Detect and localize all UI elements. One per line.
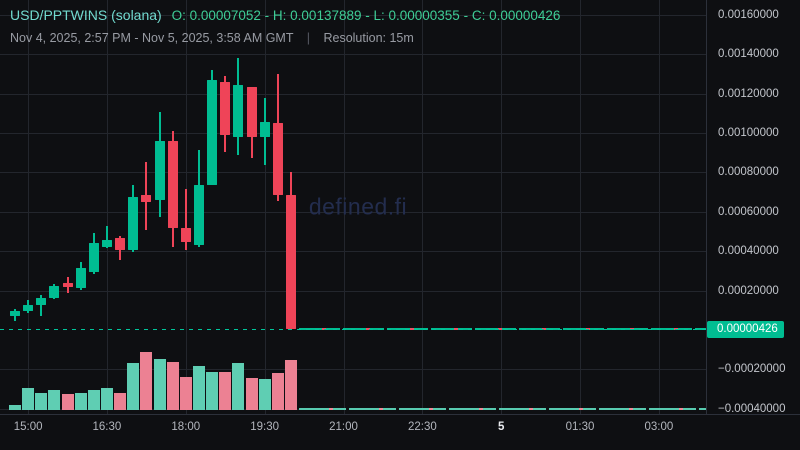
chart-legend: USD/PPTWINS (solana) O: 0.00007052 - H: … (10, 7, 560, 45)
gridline-vertical (106, 0, 108, 414)
candle-body (233, 85, 244, 137)
candle-wick (184, 189, 187, 250)
gridline-vertical (580, 0, 581, 414)
candle-body (62, 283, 73, 287)
price-axis-label: 0.00020000 (718, 284, 779, 297)
gridline-horizontal (0, 14, 706, 16)
candle-body (246, 87, 257, 137)
volume-bar (74, 393, 87, 410)
volume-bar (271, 373, 284, 410)
volume-bar (101, 388, 113, 410)
price-axis-label: 0.00060000 (718, 205, 779, 218)
candle-body (10, 311, 20, 317)
candle-body (285, 195, 296, 330)
gridline-vertical (658, 0, 660, 414)
ohlc-summary: O: 0.00007052 - H: 0.00137889 - L: 0.000… (171, 8, 561, 23)
time-axis-label: 18:00 (171, 421, 201, 433)
price-axis-label: 0.00080000 (718, 166, 779, 179)
price-axis[interactable]: 0.00000426 0.00160000 0.00140000 0.0012000… (706, 0, 800, 415)
separator: | (306, 31, 310, 45)
price-axis-label: 0.00100000 (718, 127, 779, 139)
time-axis-label: 19:30 (250, 421, 279, 433)
volume-bar (153, 359, 166, 410)
candle-body (88, 243, 99, 272)
gridline-horizontal (0, 211, 706, 213)
gridline-horizontal (0, 251, 706, 253)
gridline-vertical (422, 0, 424, 414)
date-range: Nov 4, 2025, 2:57 PM - Nov 5, 2025, 3:58… (10, 31, 294, 45)
symbol-title: USD/PPTWINS (solana) (10, 7, 162, 23)
gridline-horizontal (0, 133, 706, 134)
flat-volume-tail (299, 408, 706, 410)
resolution-label: Resolution: 15m (323, 31, 414, 45)
gridline-vertical (343, 0, 345, 414)
gridline-vertical (501, 0, 503, 414)
time-axis-label: 21:00 (329, 421, 358, 433)
candle-body (220, 82, 231, 135)
time-axis-label: 16:30 (92, 421, 122, 433)
gridline-horizontal (0, 54, 706, 56)
candle-body (259, 122, 270, 137)
volume-bar (206, 372, 219, 410)
candle-body (102, 240, 112, 247)
time-axis-label: 03:00 (644, 421, 674, 433)
gridline-horizontal (0, 172, 706, 174)
volume-bar (9, 405, 21, 410)
volume-bar (258, 379, 271, 410)
volume-bar (219, 372, 232, 410)
volume-bar (114, 393, 127, 410)
candle-body (180, 228, 191, 242)
candle-body (49, 286, 60, 298)
volume-bar (232, 363, 245, 410)
price-axis-label: 0.00120000 (718, 87, 779, 100)
candle-body (141, 195, 152, 202)
candle-body (75, 268, 86, 288)
candle-body (115, 238, 126, 250)
volume-bar (48, 390, 61, 410)
gridline-horizontal (0, 369, 706, 371)
candle-body (36, 297, 47, 305)
volume-bar (140, 352, 153, 410)
volume-bar (127, 363, 140, 410)
price-axis-label: 0.00040000 (718, 245, 779, 258)
legend-row-1: USD/PPTWINS (solana) O: 0.00007052 - H: … (10, 7, 560, 23)
volume-bar (284, 360, 297, 410)
gridline-vertical (264, 0, 266, 414)
candle-body (154, 141, 165, 200)
volume-bar (245, 378, 258, 410)
candle-body (23, 305, 34, 311)
current-price-dashed-line (0, 329, 706, 331)
price-axis-label: 0.00160000 (718, 8, 779, 21)
volume-bar (87, 390, 100, 410)
candle-wick (106, 226, 108, 248)
volume-bar (35, 393, 48, 410)
volume-bar (22, 388, 35, 410)
volume-bar (61, 394, 74, 410)
gridline-vertical (28, 0, 30, 414)
defined-fi-watermark: defined.fi (308, 193, 408, 220)
candle-body (128, 197, 139, 250)
candle-body (207, 80, 218, 185)
candle-body (272, 123, 283, 195)
price-axis-label: 0.00140000 (718, 48, 779, 61)
price-axis-label: −0.00040000 (718, 402, 786, 415)
volume-bar (179, 377, 192, 410)
volume-bar (166, 362, 179, 410)
time-axis-label: 5 (497, 421, 505, 433)
current-price-badge: 0.00000426 (707, 321, 784, 338)
time-axis-label: 01:30 (565, 421, 595, 433)
chart-plot-area[interactable]: defined.fi USD/PPTWINS (solana) O: 0.000… (0, 0, 706, 414)
gridline-horizontal (0, 290, 706, 292)
time-axis-label: 22:30 (408, 421, 437, 433)
price-axis-label: −0.00020000 (718, 363, 786, 376)
candle-body (167, 141, 178, 228)
volume-bar (193, 366, 205, 410)
gridline-horizontal (0, 93, 706, 95)
time-axis-label: 15:00 (13, 421, 43, 433)
candle-wick (40, 295, 43, 316)
candle-body (194, 185, 204, 245)
legend-row-2: Nov 4, 2025, 2:57 PM - Nov 5, 2025, 3:58… (10, 31, 560, 45)
time-axis[interactable]: 15:00 16:30 18:00 19:30 21:00 22:30 5 01:30 03:0… (0, 414, 800, 450)
